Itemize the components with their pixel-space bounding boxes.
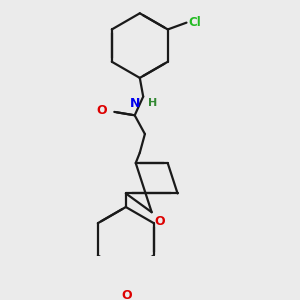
Text: O: O xyxy=(97,104,107,117)
Text: H: H xyxy=(148,98,158,108)
Text: O: O xyxy=(122,289,132,300)
Text: O: O xyxy=(154,215,165,228)
Text: Cl: Cl xyxy=(188,16,201,29)
Text: N: N xyxy=(130,98,141,110)
